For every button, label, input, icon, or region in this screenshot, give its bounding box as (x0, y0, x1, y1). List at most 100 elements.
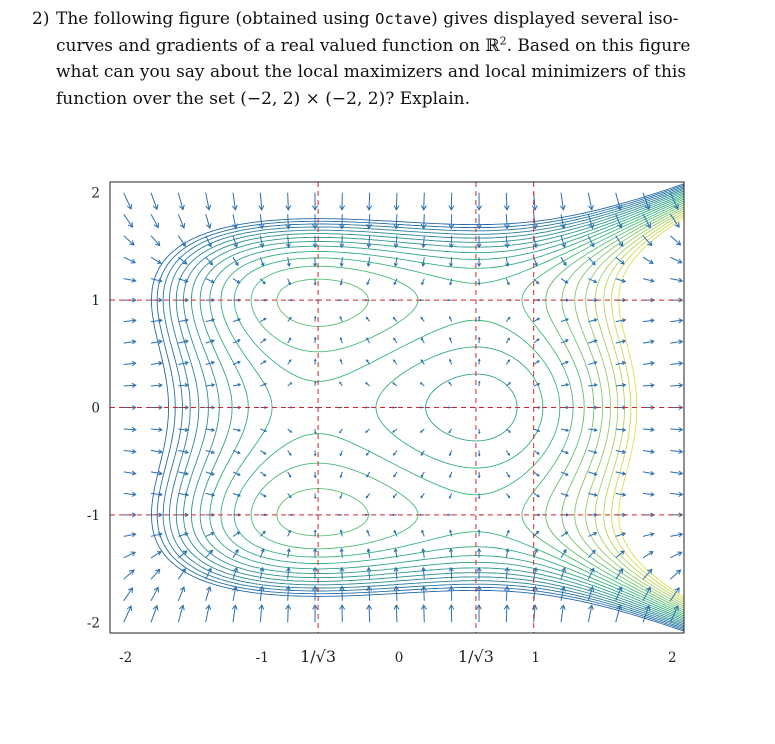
gradient-arrow-174 (339, 493, 343, 500)
problem-line-3: what can you say about the local maximiz… (56, 62, 687, 82)
gradient-arrow-177 (339, 428, 343, 434)
gradient-arrow-345 (560, 428, 570, 432)
gradient-arrow-431 (670, 382, 684, 389)
reference-lines (110, 182, 684, 633)
gradient-arrow-14 (123, 318, 137, 324)
gradient-arrow-154 (313, 471, 317, 479)
gradient-arrow-303 (505, 428, 511, 433)
gradient-arrow-169 (339, 585, 345, 601)
gradient-arrow-149 (312, 566, 318, 580)
gradient-arrow-12 (123, 360, 137, 367)
gradient-arrow-25 (150, 532, 163, 537)
problem-number: 2) (32, 9, 50, 29)
gradient-arrow-306 (505, 359, 511, 365)
gradient-arrow-392 (615, 318, 627, 323)
gradient-arrow-386 (615, 449, 627, 454)
gradient-arrow-109 (259, 530, 266, 537)
gradient-arrow-202 (366, 337, 371, 344)
gradient-arrow-69 (205, 492, 216, 497)
gradient-arrow-375 (587, 235, 595, 248)
gradient-arrow-355 (560, 214, 566, 230)
problem-line-2: curves and gradients of a real valued fu… (56, 33, 706, 60)
gradient-arrow-296 (504, 566, 510, 580)
gradient-arrow-80 (205, 256, 214, 266)
isocurve-16 (594, 210, 684, 605)
gradient-arrow-343 (560, 471, 569, 476)
gradient-arrow-8 (123, 448, 137, 455)
gradient-arrow-371 (588, 318, 598, 323)
gradient-arrow-420 (669, 605, 679, 623)
gradient-arrow-256 (449, 529, 453, 537)
gradient-arrow-168 (339, 604, 346, 623)
gradient-arrow-160 (313, 336, 317, 344)
x-tick-3: 0 (395, 650, 404, 666)
gradient-arrow-135 (287, 428, 293, 433)
gradient-arrow-175 (339, 471, 343, 479)
gradient-arrow-65 (205, 567, 212, 580)
gradient-arrow-16 (123, 277, 137, 283)
gradient-arrow-42 (177, 604, 185, 623)
gradient-arrow-44 (177, 567, 186, 580)
gradient-arrow-328 (533, 338, 540, 344)
gradient-arrow-322 (533, 471, 540, 477)
gradient-arrow-38 (150, 256, 162, 264)
gradient-arrow-292 (476, 214, 482, 230)
gradient-arrow-314 (503, 192, 510, 211)
gradient-arrow-275 (476, 566, 482, 580)
gradient-arrow-285 (477, 358, 481, 365)
gradient-arrow-165 (312, 235, 318, 249)
gradient-arrow-123 (259, 235, 265, 249)
plot-frame (109, 181, 685, 634)
gradient-arrow-39 (150, 235, 161, 247)
gradient-arrow-132 (287, 493, 292, 499)
gradient-arrow-364 (588, 471, 598, 476)
gradient-arrow-113 (260, 450, 267, 455)
gradient-arrow-45 (177, 550, 188, 559)
gradient-arrow-53 (178, 383, 190, 388)
gradient-arrow-28 (150, 471, 163, 476)
gradient-arrow-310 (505, 278, 510, 286)
gradient-arrow-43 (177, 586, 186, 601)
gradient-arrow-33 (150, 361, 163, 366)
gradient-arrow-11 (123, 382, 137, 389)
gradient-arrow-233 (421, 566, 427, 580)
gradient-arrow-159 (313, 358, 317, 365)
gradient-arrow-432 (670, 360, 684, 367)
gradient-arrow-335 (531, 192, 538, 211)
gradient-arrow-361 (588, 532, 598, 537)
gradient-arrow-412 (642, 339, 655, 344)
gradient-arrow-353 (560, 256, 567, 267)
gradient-arrow-17 (123, 256, 137, 264)
gradient-arrow-243 (420, 359, 425, 365)
gradient-arrow-360 (587, 549, 596, 559)
gradient-arrow-422 (669, 569, 682, 580)
gradient-arrow-318 (533, 548, 538, 558)
gradient-arrow-437 (670, 256, 683, 264)
gradient-arrow-242 (419, 382, 425, 387)
gradient-arrow-287 (477, 315, 481, 322)
gradient-arrow-196 (366, 471, 371, 478)
gradient-arrow-324 (533, 428, 541, 432)
gradient-arrow-385 (615, 471, 627, 476)
gradient-arrow-213 (393, 548, 398, 558)
gradient-arrow-117 (260, 360, 267, 365)
gradient-arrow-415 (642, 278, 655, 283)
isocurve-19 (618, 217, 684, 598)
gradient-arrow-293 (476, 192, 482, 211)
y-tick-4: -2 (87, 615, 100, 631)
gradient-arrow-302 (505, 450, 511, 456)
isocurve-0 (151, 183, 684, 632)
gradient-arrow-32 (150, 382, 163, 388)
gradient-arrow-77 (205, 318, 216, 323)
gradient-arrow-102 (232, 235, 239, 248)
gradient-arrow-352 (560, 278, 569, 284)
gradient-arrow-301 (505, 471, 510, 478)
gradient-arrow-153 (313, 493, 317, 500)
gradient-arrow-59 (177, 256, 188, 265)
gradient-arrow-211 (393, 585, 400, 601)
gradient-arrow-179 (339, 381, 343, 387)
gradient-arrow-340 (560, 531, 569, 537)
gradient-arrow-413 (642, 318, 655, 323)
gradient-arrow-423 (670, 551, 683, 559)
gradient-arrow-297 (505, 548, 510, 558)
